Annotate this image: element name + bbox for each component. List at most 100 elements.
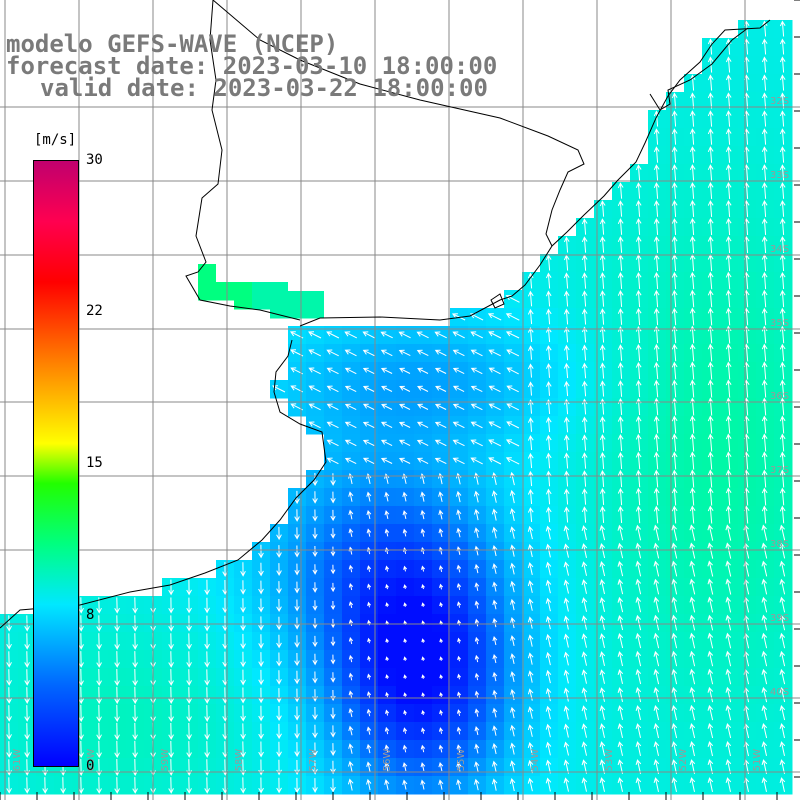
wind-arrow xyxy=(438,744,444,753)
wind-arrow xyxy=(617,596,624,613)
wind-arrow xyxy=(330,760,336,775)
wind-arrow xyxy=(385,709,390,716)
wind-arrow xyxy=(362,403,375,411)
wind-arrow xyxy=(204,705,210,722)
wind-arrow xyxy=(344,331,358,339)
wind-arrow xyxy=(452,421,465,429)
wind-arrow xyxy=(456,726,462,735)
wind-arrow xyxy=(653,668,660,685)
wind-arrow xyxy=(6,705,12,722)
wind-arrow xyxy=(367,637,371,644)
wind-arrow xyxy=(348,601,354,609)
wind-arrow xyxy=(707,235,714,254)
wind-arrow xyxy=(671,777,678,793)
wind-arrow xyxy=(474,654,480,663)
coastline-segment xyxy=(212,0,585,247)
wind-arrow xyxy=(78,668,84,687)
wind-arrow xyxy=(617,614,624,631)
longitude-label: 60W xyxy=(86,749,97,772)
wind-arrow xyxy=(366,691,372,698)
wind-arrow xyxy=(509,489,516,504)
wind-arrow xyxy=(240,777,246,794)
wind-arrow xyxy=(599,651,606,667)
wind-arrow xyxy=(581,687,588,702)
wind-arrow xyxy=(276,741,282,758)
wind-arrow xyxy=(312,618,318,629)
wind-arrow xyxy=(617,542,624,559)
wind-arrow xyxy=(473,490,480,503)
wind-arrow xyxy=(258,652,264,667)
wind-arrow xyxy=(527,417,534,432)
wind-arrow xyxy=(671,505,678,524)
wind-arrow xyxy=(510,706,516,719)
wind-arrow xyxy=(725,379,732,398)
wind-arrow xyxy=(635,164,642,181)
wind-arrow xyxy=(707,722,714,739)
wind-arrow xyxy=(761,128,768,145)
wind-arrow xyxy=(545,777,552,792)
wind-arrow xyxy=(385,638,389,643)
wind-arrow xyxy=(635,182,642,199)
wind-arrow xyxy=(725,451,732,470)
wind-arrow xyxy=(421,602,425,607)
wind-arrow xyxy=(635,289,642,308)
wind-arrow xyxy=(362,439,375,447)
wind-arrow xyxy=(403,709,407,716)
wind-arrow xyxy=(689,289,696,308)
wind-arrow xyxy=(707,217,714,236)
wind-arrow xyxy=(294,635,300,648)
wind-arrow xyxy=(761,433,768,452)
wind-arrow xyxy=(653,704,660,721)
wind-arrow xyxy=(470,385,483,393)
wind-arrow xyxy=(599,723,606,738)
wind-arrow xyxy=(545,381,552,396)
wind-arrow xyxy=(599,452,606,469)
wind-arrow xyxy=(635,236,642,253)
wind-arrow xyxy=(186,597,192,614)
wind-arrow xyxy=(168,777,174,794)
wind-arrow xyxy=(617,308,624,325)
grid-labels: 61W 60W 59W 58W 57W 56W 55W 54W 53W 52W 51W 32S 33S 3… xyxy=(12,96,789,771)
wind-arrow xyxy=(689,469,696,488)
wind-arrow xyxy=(779,487,786,506)
wind-arrow xyxy=(779,686,786,703)
wind-arrow xyxy=(457,673,461,680)
wind-arrow xyxy=(6,615,12,632)
wind-arrow xyxy=(671,289,678,308)
latitude-label: 36S xyxy=(770,391,789,402)
wind-arrow xyxy=(330,509,336,522)
wind-arrow xyxy=(509,724,516,737)
wind-arrow xyxy=(276,705,282,722)
longitude-label: 56W xyxy=(382,749,393,772)
wind-arrow xyxy=(725,164,732,181)
wind-arrow xyxy=(599,344,606,361)
wind-arrow xyxy=(617,469,624,488)
wind-arrow xyxy=(362,457,375,465)
wind-arrow xyxy=(24,687,30,704)
latitude-label: 38S xyxy=(770,539,789,550)
wind-arrow xyxy=(474,600,480,609)
wind-arrow xyxy=(707,451,714,470)
wind-arrow xyxy=(563,669,570,684)
wind-arrow xyxy=(132,722,138,741)
wind-arrow xyxy=(492,760,498,773)
wind-arrow xyxy=(308,403,321,411)
wind-arrow xyxy=(312,545,318,558)
wind-arrow xyxy=(362,367,375,375)
wind-arrow xyxy=(599,687,606,702)
wind-arrow xyxy=(384,528,390,537)
wind-arrow xyxy=(581,543,588,559)
wind-arrow xyxy=(403,674,407,679)
wind-arrow xyxy=(563,362,570,379)
wind-arrow xyxy=(509,526,516,539)
lagoon-cell xyxy=(252,291,270,301)
wind-arrow xyxy=(420,762,426,772)
wind-arrow xyxy=(545,741,552,756)
wind-arrow xyxy=(294,563,300,576)
wind-arrow xyxy=(725,524,732,541)
wind-arrow xyxy=(420,509,426,520)
wind-arrow xyxy=(671,325,678,344)
wind-arrow xyxy=(527,777,534,792)
wind-arrow xyxy=(438,761,444,772)
wind-arrow xyxy=(258,669,264,686)
